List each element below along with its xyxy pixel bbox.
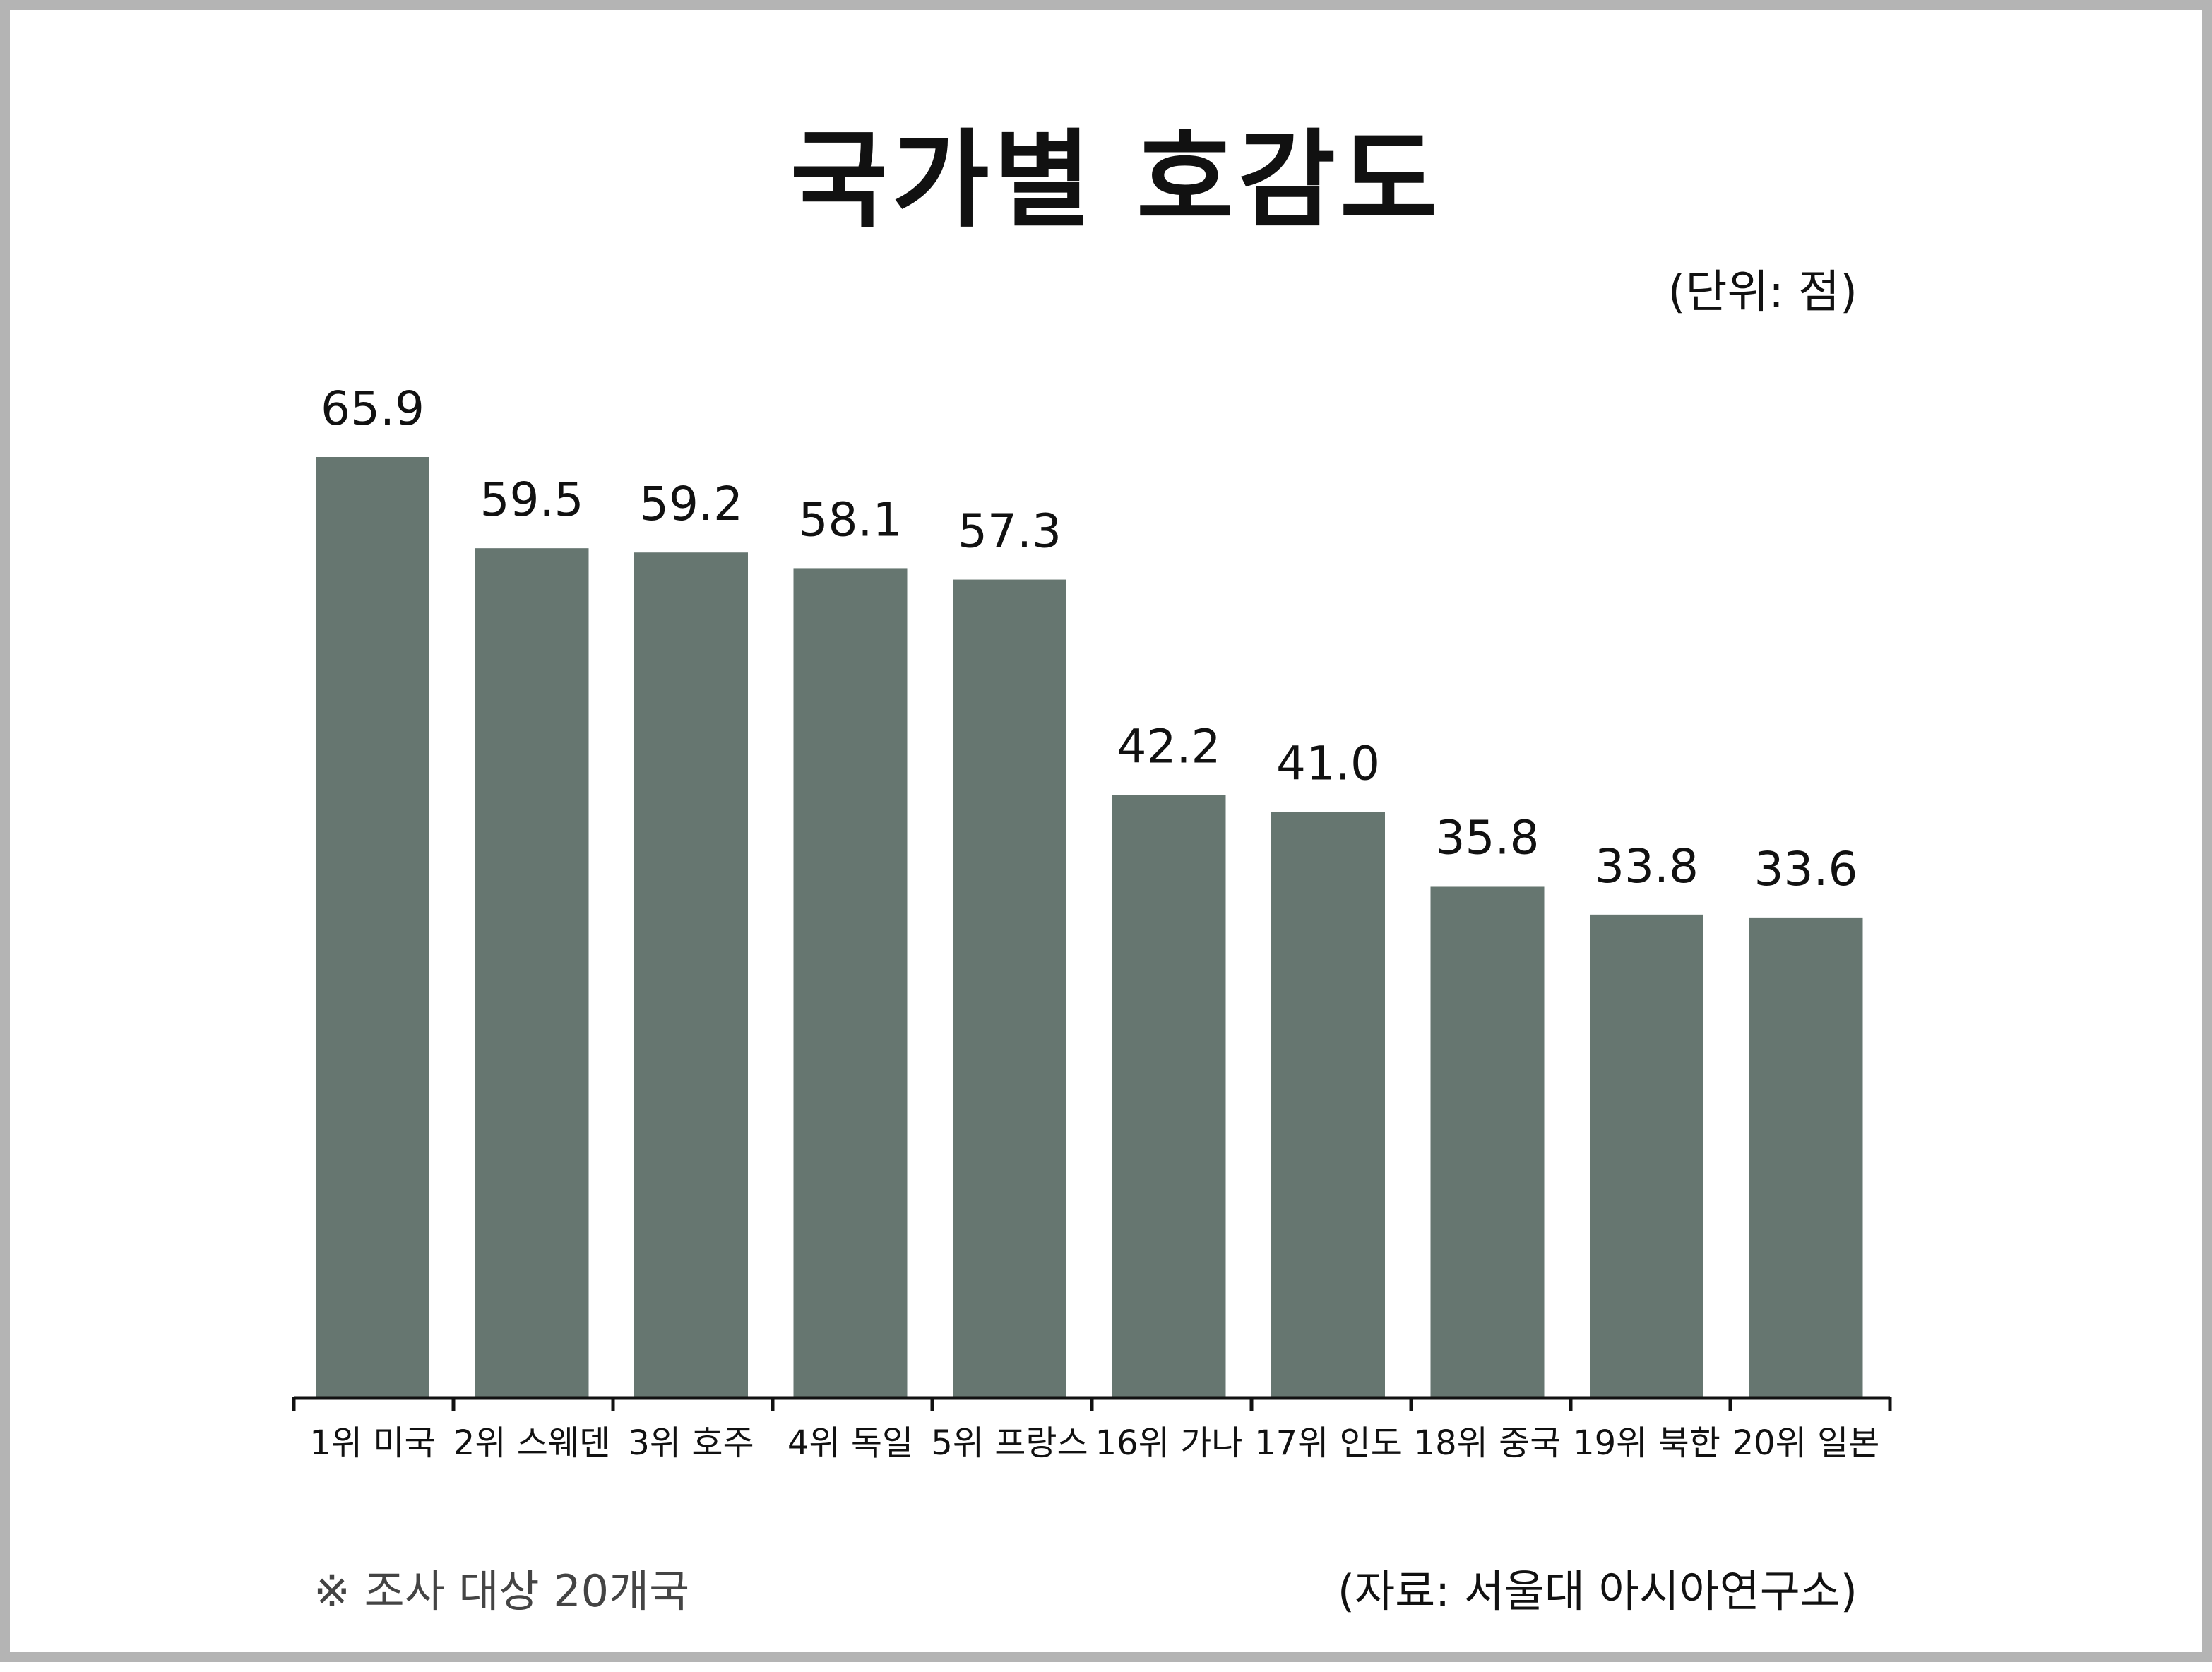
- bar-1: [316, 457, 429, 1397]
- category-label-2: 2위 스웨덴: [453, 1423, 610, 1463]
- category-label-5: 5위 프랑스: [931, 1423, 1088, 1463]
- source-note: (자료: 서울대 아시아연구소): [1337, 1565, 1857, 1617]
- value-label-6: 42.2: [1117, 719, 1221, 773]
- value-label-9: 33.8: [1595, 839, 1699, 894]
- footnote: ※ 조사 대상 20개국: [314, 1565, 690, 1617]
- bar-8: [1430, 886, 1545, 1397]
- value-label-10: 33.6: [1754, 842, 1858, 896]
- value-label-8: 35.8: [1436, 810, 1540, 865]
- value-label-7: 41.0: [1276, 737, 1380, 791]
- category-label-8: 18위 중국: [1414, 1423, 1562, 1463]
- chart-title: 국가별 호감도: [790, 119, 1442, 242]
- value-label-2: 59.5: [480, 473, 584, 527]
- bar-chart: 65.9 1위 미국 59.5 2위 스웨덴 59.2 3위 호주 58.1 4위 독일 57.…: [292, 381, 1892, 1463]
- bar-4: [793, 568, 908, 1397]
- value-label-5: 57.3: [958, 504, 1062, 559]
- category-label-1: 1위 미국: [309, 1423, 435, 1463]
- bar-9: [1590, 914, 1703, 1397]
- category-label-4: 4위 독일: [787, 1423, 913, 1463]
- category-label-10: 20위 일본: [1732, 1423, 1880, 1463]
- value-label-3: 59.2: [639, 477, 743, 531]
- bar-2: [475, 548, 589, 1397]
- bar-10: [1749, 917, 1863, 1397]
- unit-label: (단위: 점): [1667, 266, 1857, 319]
- category-label-7: 17위 인도: [1254, 1423, 1402, 1463]
- category-label-3: 3위 호주: [628, 1423, 754, 1463]
- bar-5: [953, 579, 1066, 1397]
- value-label-1: 65.9: [321, 381, 424, 436]
- category-label-9: 19위 북한: [1573, 1423, 1720, 1463]
- bar-6: [1112, 795, 1226, 1397]
- bar-3: [634, 552, 748, 1397]
- bar-7: [1271, 812, 1385, 1397]
- category-label-6: 16위 가나: [1095, 1423, 1243, 1463]
- value-label-4: 58.1: [799, 492, 903, 547]
